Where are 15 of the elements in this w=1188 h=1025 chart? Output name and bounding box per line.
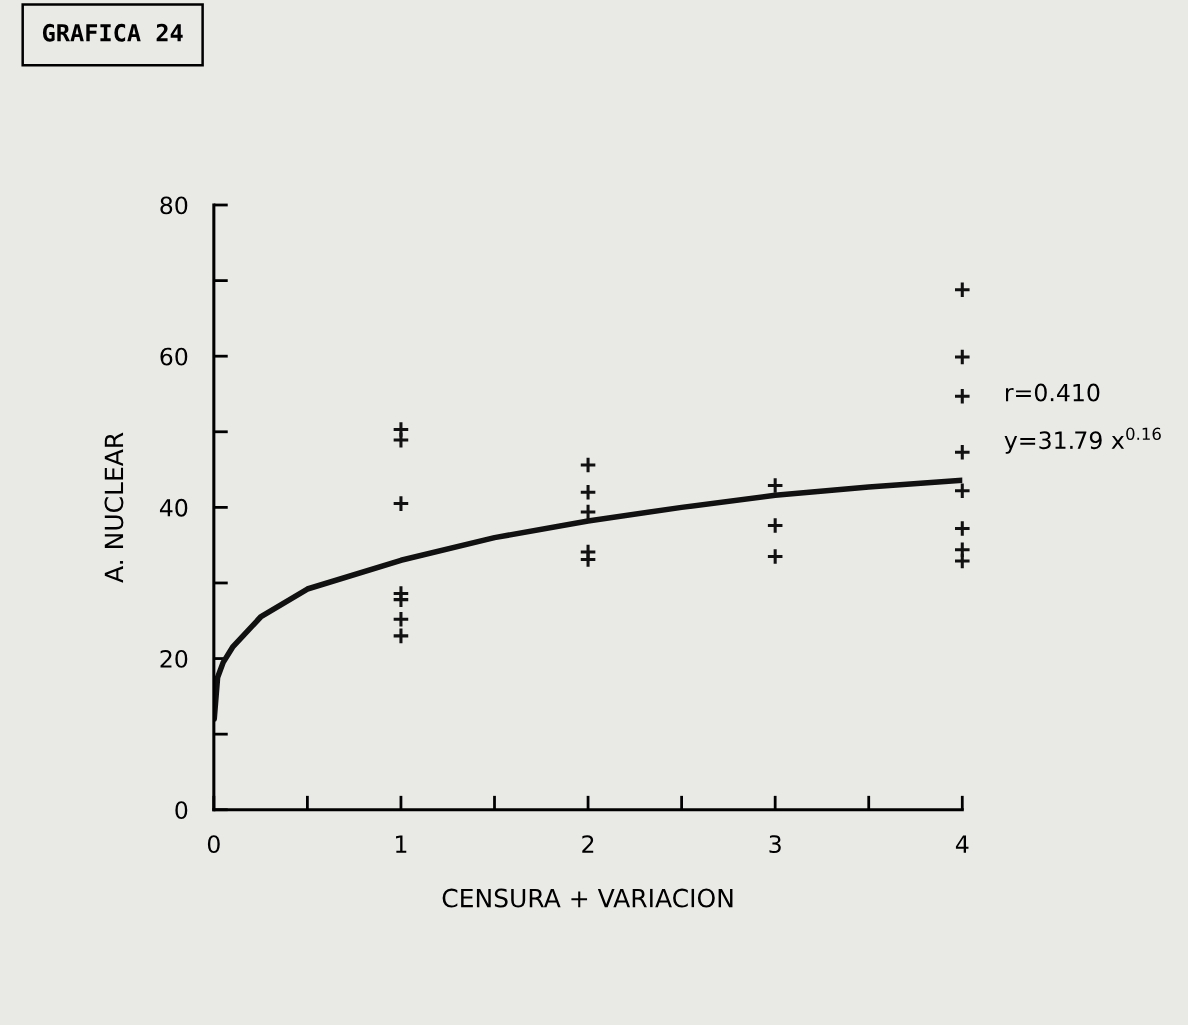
y-tick-label: 40 [159,498,188,517]
chart-title: GRAFICA 24 [42,23,183,42]
y-tick-label: 80 [160,196,188,215]
text: r=0.410 [1006,383,1100,402]
y-tick-label: 60 [160,347,188,366]
x-tick-label: 3 [769,835,781,854]
y-tick-label: 20 [160,650,188,668]
x-axis-title: CENSURA + VARIACION [442,888,733,908]
y-axis-title: A. NUCLEAR [104,432,124,583]
x-tick-label: 1 [396,835,407,853]
y-tick-label: 0 [175,801,188,820]
x-tick-label: 0 [207,835,220,854]
x-tick-label: 4 [955,835,969,853]
x-tick-label: 2 [582,835,594,853]
text: y=31.79 x$^{0.16}$ [1004,427,1161,454]
